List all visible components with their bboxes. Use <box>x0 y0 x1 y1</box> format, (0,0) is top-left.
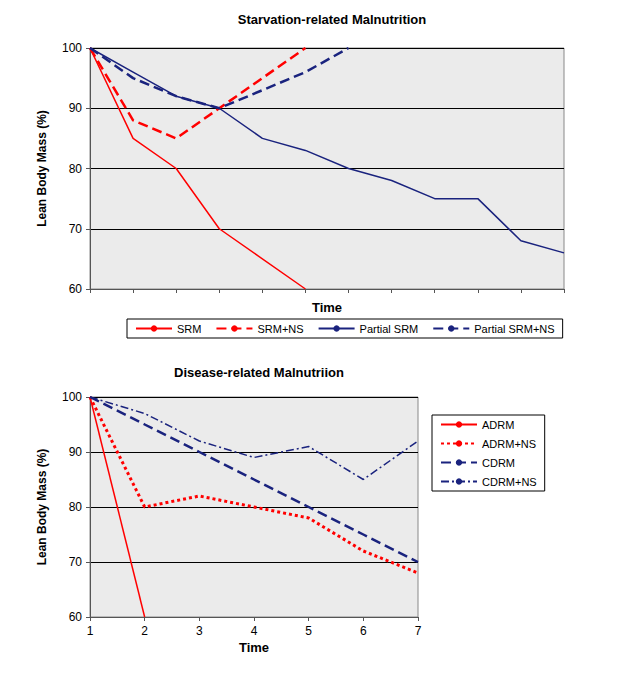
svg-text:CDRM: CDRM <box>482 457 515 469</box>
svg-text:3: 3 <box>196 624 203 638</box>
svg-text:60: 60 <box>69 282 83 296</box>
svg-text:7: 7 <box>415 624 422 638</box>
svg-text:4: 4 <box>251 624 258 638</box>
svg-text:80: 80 <box>69 162 83 176</box>
svg-text:60: 60 <box>69 610 83 624</box>
svg-text:ADRM+NS: ADRM+NS <box>482 438 536 450</box>
svg-text:90: 90 <box>69 101 83 115</box>
svg-text:80: 80 <box>69 500 83 514</box>
svg-text:Disease-related Malnutriion: Disease-related Malnutriion <box>174 365 344 380</box>
svg-text:70: 70 <box>69 555 83 569</box>
svg-text:90: 90 <box>69 445 83 459</box>
svg-text:Time: Time <box>312 300 342 315</box>
svg-text:SRM: SRM <box>177 323 201 335</box>
svg-text:ADRM: ADRM <box>482 419 514 431</box>
svg-text:5: 5 <box>305 624 312 638</box>
svg-text:1: 1 <box>87 624 94 638</box>
svg-text:Starvation-related Malnutritio: Starvation-related Malnutrition <box>238 12 427 27</box>
svg-text:100: 100 <box>62 390 82 404</box>
svg-text:Lean Body Mass (%): Lean Body Mass (%) <box>35 110 49 227</box>
svg-text:Partial SRM+NS: Partial SRM+NS <box>474 323 554 335</box>
svg-text:2: 2 <box>141 624 148 638</box>
svg-text:6: 6 <box>360 624 367 638</box>
svg-text:100: 100 <box>62 41 82 55</box>
svg-text:70: 70 <box>69 222 83 236</box>
svg-text:SRM+NS: SRM+NS <box>257 323 303 335</box>
svg-text:Lean Body Mass (%): Lean Body Mass (%) <box>35 449 49 566</box>
svg-text:Time: Time <box>239 640 269 655</box>
svg-text:CDRM+NS: CDRM+NS <box>482 476 537 488</box>
svg-text:Partial SRM: Partial SRM <box>360 323 419 335</box>
